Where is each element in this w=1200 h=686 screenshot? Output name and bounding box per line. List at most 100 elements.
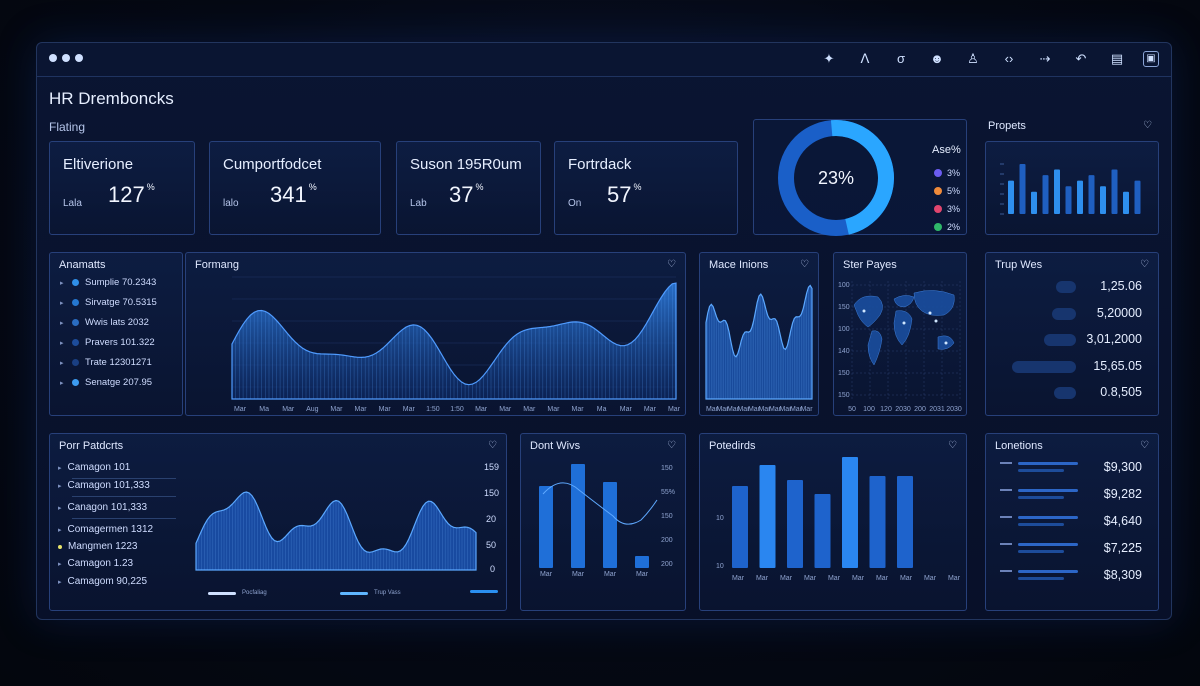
kpi-sub: Lala — [63, 198, 82, 209]
tool-a-icon[interactable]: ᐱ — [860, 51, 870, 66]
progress-bar — [1018, 570, 1078, 573]
bar — [869, 476, 886, 568]
continent — [853, 295, 883, 328]
legend-swatch — [934, 169, 942, 177]
trup-card[interactable]: Trup Wes ♡ 1,25.06 5,20000 3,01,2000 15,65.… — [985, 252, 1159, 416]
code-icon[interactable]: ‹› — [1004, 51, 1014, 66]
potedirds-card[interactable]: Potedirds ♡ 10 10 Mar Mar Mar Mar Mar Mar Mar Mar… — [699, 433, 967, 611]
tiny-label — [1000, 543, 1012, 545]
port-card[interactable]: Porr Patdcrts ♡ ▸ Camagon 101 ▸ Camagon 10… — [49, 433, 507, 611]
y-tick-label: 150 — [661, 513, 673, 520]
window-controls[interactable] — [49, 54, 83, 62]
axis-label: 159 — [484, 462, 500, 472]
heart-icon[interactable]: ♡ — [1140, 440, 1149, 451]
bar — [1088, 175, 1095, 214]
app-window: ✦ ᐱ σ ☻ ♙ ‹› ⇢ ↶ ▤ ▣ HR Dremboncks Flati… — [36, 42, 1172, 620]
heart-icon[interactable]: ♡ — [667, 440, 676, 451]
lonetions-row: $4,640 — [1000, 514, 1150, 530]
list-item[interactable]: ▸ Wwis lats 2032 — [60, 317, 149, 328]
anamatts-card[interactable]: Anamatts ▸ Sumplie 70.2343 ▸ Sirvatge 70.5… — [49, 252, 183, 416]
heart-icon[interactable]: ♡ — [488, 440, 497, 451]
legend-swatch — [934, 187, 942, 195]
person-icon[interactable]: ♙ — [967, 51, 979, 66]
bar — [603, 482, 617, 568]
kpi-card[interactable]: Cumportfodcet lalo 341% — [209, 141, 381, 235]
list-item[interactable]: ▸ Canagon 101,333 — [58, 502, 148, 513]
list-item[interactable]: ▸ Trate 12301271 — [60, 357, 152, 368]
list-item[interactable]: ▸ Senatge 207.95 — [60, 377, 153, 388]
x-tick-label: Mar — [523, 406, 536, 413]
formang-card[interactable]: Formang ♡ Mar Ma Mar Aug Mar Mar Mar Mar 1:50 1:5… — [185, 252, 686, 416]
donut-legend-title: Ase% — [932, 144, 961, 156]
trup-row: 15,65.05 — [986, 358, 1158, 373]
heart-icon[interactable]: ♡ — [1140, 259, 1149, 270]
ster-card[interactable]: Ster Payes 100 150 100 140 150 150 50 100 120 203… — [833, 252, 967, 416]
heart-icon[interactable]: ♡ — [667, 259, 676, 270]
x-tick-label: Mar — [924, 575, 937, 582]
tool-b-icon[interactable]: σ — [896, 51, 906, 66]
bar — [732, 486, 748, 568]
kpi-value: 37% — [449, 182, 484, 207]
lonetions-card[interactable]: Lonetions ♡ $9,300 $9,282 $4,640 $7,225 $8,3… — [985, 433, 1159, 611]
heart-icon[interactable]: ♡ — [948, 440, 957, 451]
user-icon[interactable]: ☻ — [930, 51, 944, 66]
x-tick-label: Aug — [306, 406, 319, 413]
bar — [814, 494, 831, 568]
star-icon[interactable]: ✦ — [823, 51, 835, 66]
x-tick-label: Mar — [572, 571, 585, 578]
bar — [539, 486, 553, 568]
kpi-card[interactable]: Suson 195R0um Lab 37% — [396, 141, 541, 235]
kpi-card[interactable]: Fortrdack On 57% — [554, 141, 738, 235]
x-tick-label: Mar — [780, 575, 793, 582]
list-item[interactable]: ▸ Camagon 1.23 — [58, 558, 134, 569]
x-tick-label: Ma — [259, 406, 269, 413]
x-tick-label: Mar — [499, 406, 512, 413]
lonetions-value: $9,300 — [1103, 460, 1142, 474]
trup-value: 15,65.05 — [1093, 358, 1142, 373]
pin-icon[interactable]: ↶ — [1075, 51, 1087, 66]
list-item[interactable]: ▸ Sumplie 70.2343 — [60, 277, 157, 288]
arrows-icon[interactable]: ⇢ — [1039, 51, 1051, 66]
legend-swatch — [934, 223, 942, 231]
y-tick-label: 10 — [716, 563, 724, 570]
list-item[interactable]: Mangmen 1223 — [58, 541, 138, 552]
propets-card[interactable]: Propets ♡ — [985, 120, 1159, 235]
y-tick-label: 150 — [838, 304, 850, 311]
lonetions-row: $9,300 — [1000, 460, 1150, 476]
x-tick-label: 200 — [914, 406, 926, 413]
kpi-card[interactable]: Eltiverione Lala 127% — [49, 141, 195, 235]
list-item[interactable]: ▸ Comagermen 1312 — [58, 524, 154, 535]
y-tick-label: 10 — [716, 515, 724, 522]
port-chart — [195, 491, 477, 571]
donut-card[interactable]: 23% Ase% 3% 5% 3% 2% — [753, 119, 967, 236]
heart-icon[interactable]: ♡ — [800, 259, 809, 270]
panel-title: Mace Inions — [709, 259, 769, 271]
legend-item: Pocfaliag — [208, 590, 267, 596]
list-item[interactable]: ▸ Sirvatge 70.5315 — [60, 297, 157, 308]
dont-card[interactable]: Dont Wivs ♡ 150 55% 150 200 200 Mar Mar Mar Mar — [520, 433, 686, 611]
mace-card[interactable]: Mace Inions ♡ Mar Mar Mar Mar Mar Mar Mar Mar Ma… — [699, 252, 819, 416]
legend-item: Trup Vass — [340, 590, 401, 596]
bar — [1019, 164, 1026, 214]
list-item[interactable]: ▸ Camagon 101,333 — [58, 480, 150, 491]
list-item[interactable]: ▸ Camagom 90,225 — [58, 576, 148, 587]
x-tick-label: Mar — [876, 575, 889, 582]
x-tick-label: Mar — [234, 406, 247, 413]
legend-item: 3% — [934, 204, 960, 214]
list-item[interactable]: ▸ Pravers 101.322 — [60, 337, 155, 348]
file-icon[interactable]: ▤ — [1110, 51, 1124, 66]
bar — [1077, 180, 1083, 214]
tiny-label — [1000, 462, 1012, 464]
panel-icon[interactable]: ▣ — [1143, 51, 1159, 67]
heart-icon[interactable]: ♡ — [1143, 120, 1152, 131]
x-tick-label: Mar — [379, 406, 392, 413]
section-label: Flating — [49, 120, 86, 134]
panel-title: Anamatts — [59, 259, 106, 271]
x-tick-label: 1:50 — [426, 406, 440, 413]
lonetions-row: $8,309 — [1000, 568, 1150, 584]
list-item[interactable]: ▸ Camagon 101 — [58, 462, 131, 473]
x-tick-label: Mar — [540, 571, 553, 578]
lonetions-row: $9,282 — [1000, 487, 1150, 503]
kpi-title: Cumportfodcet — [223, 156, 322, 173]
x-tick-label: Mar — [737, 406, 750, 413]
